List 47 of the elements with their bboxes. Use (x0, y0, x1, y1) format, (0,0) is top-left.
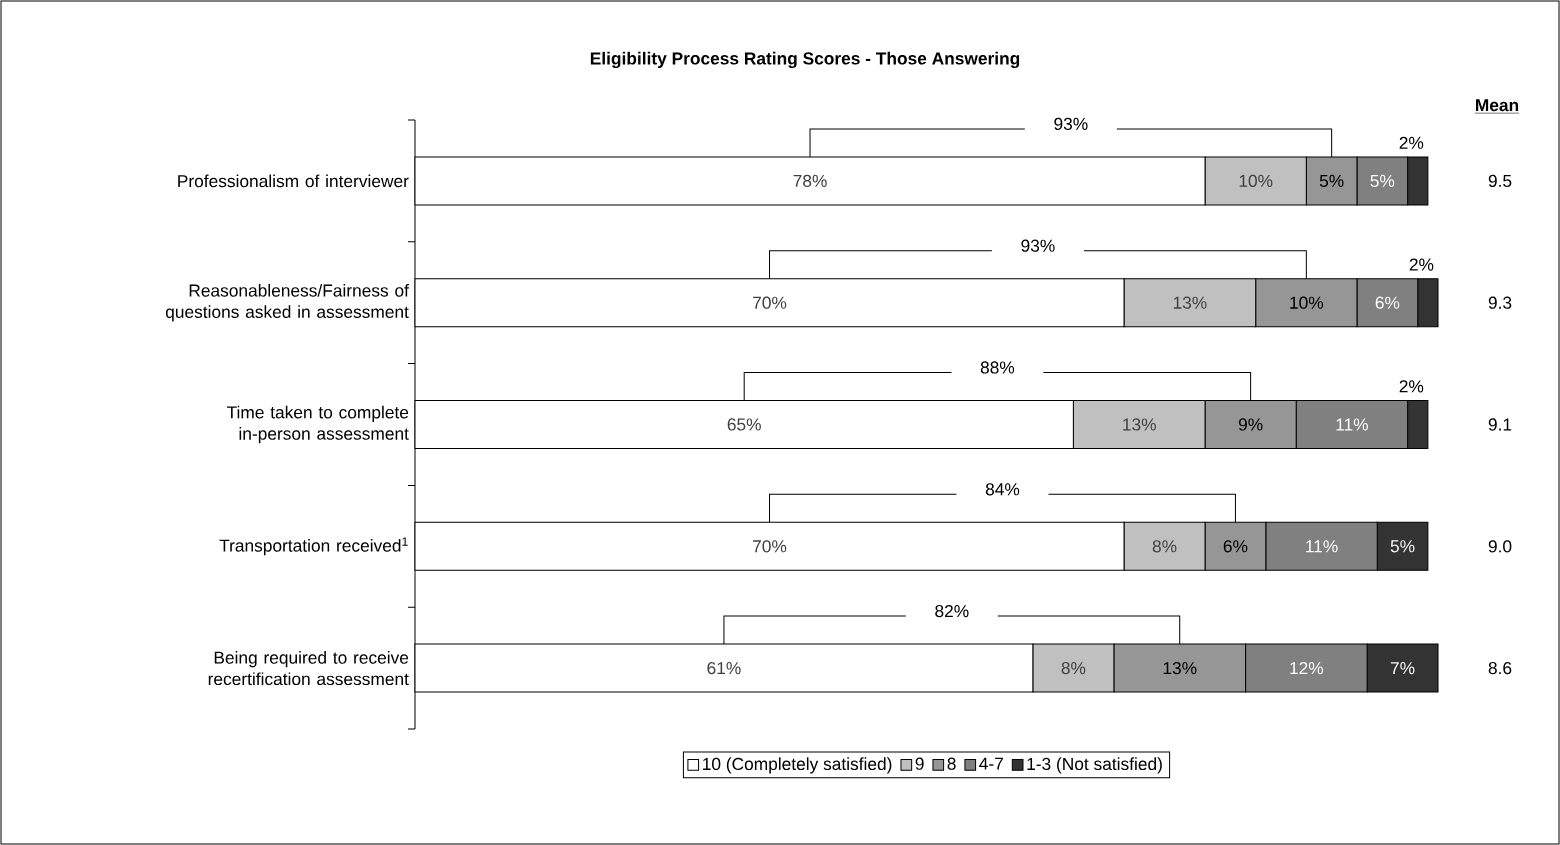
data-label: 70% (753, 540, 787, 553)
y-tick-label: Transportation received$^{1}$ (219, 537, 408, 556)
text: 9.3 (1488, 296, 1512, 309)
annotation: 82% (935, 604, 969, 618)
data-label: 7% (1390, 662, 1415, 675)
annotation: 93% (1021, 239, 1055, 252)
legend-label: 8 (947, 757, 956, 770)
text: 9.5 (1488, 174, 1512, 188)
y-tick-label: Professionalism of interviewer (178, 174, 409, 188)
data-label: 11% (1336, 418, 1369, 431)
data-label: 8% (1152, 540, 1177, 553)
data-label: 65% (727, 418, 761, 431)
data-label: 5% (1319, 174, 1344, 187)
annotation: 93% (1054, 117, 1088, 131)
data-label: 9% (1238, 418, 1263, 431)
data-label: 78% (793, 174, 827, 188)
data-label: 5% (1390, 540, 1415, 553)
data-label: 12% (1290, 661, 1324, 675)
data-label: 2% (1409, 258, 1434, 271)
legend-label: 1-3 (Not satisfied) (1027, 757, 1162, 774)
data-label: 70% (753, 296, 787, 309)
data-label: 6% (1375, 296, 1400, 309)
data-label: 8% (1061, 661, 1086, 675)
text: 8.6 (1488, 661, 1512, 675)
annotation: 84% (985, 483, 1020, 496)
data-label: 11% (1306, 540, 1338, 553)
data-label: 13% (1173, 296, 1207, 309)
data-label: 6% (1223, 540, 1248, 553)
legend-label: 4-7 (979, 757, 1003, 770)
data-label: 13% (1123, 418, 1156, 431)
text: 9.0 (1488, 540, 1512, 553)
y-tick-label: Time taken to complete in-person assessment (226, 405, 409, 444)
text: 9.1 (1488, 418, 1512, 431)
text: Mean (1476, 99, 1519, 112)
y-tick-label: Being required to receive recertification assessment (208, 651, 409, 686)
legend-label: 9 (915, 757, 924, 770)
data-label: 10% (1239, 174, 1273, 188)
chart-title: Eligibility Process Rating Scores - Those Answering (590, 51, 1020, 69)
data-label: 61% (707, 661, 741, 675)
data-label: 2% (1399, 136, 1424, 149)
legend-label: 10 (Completely satisfied) (703, 757, 892, 774)
y-tick-label: Reasonableness/Fairness of questions asked in assessment (165, 283, 409, 322)
data-label: 2% (1399, 380, 1424, 393)
data-label: 10% (1290, 296, 1324, 309)
annotation: 88% (980, 361, 1015, 374)
data-label: 5% (1370, 174, 1395, 187)
data-label: 13% (1163, 661, 1197, 675)
